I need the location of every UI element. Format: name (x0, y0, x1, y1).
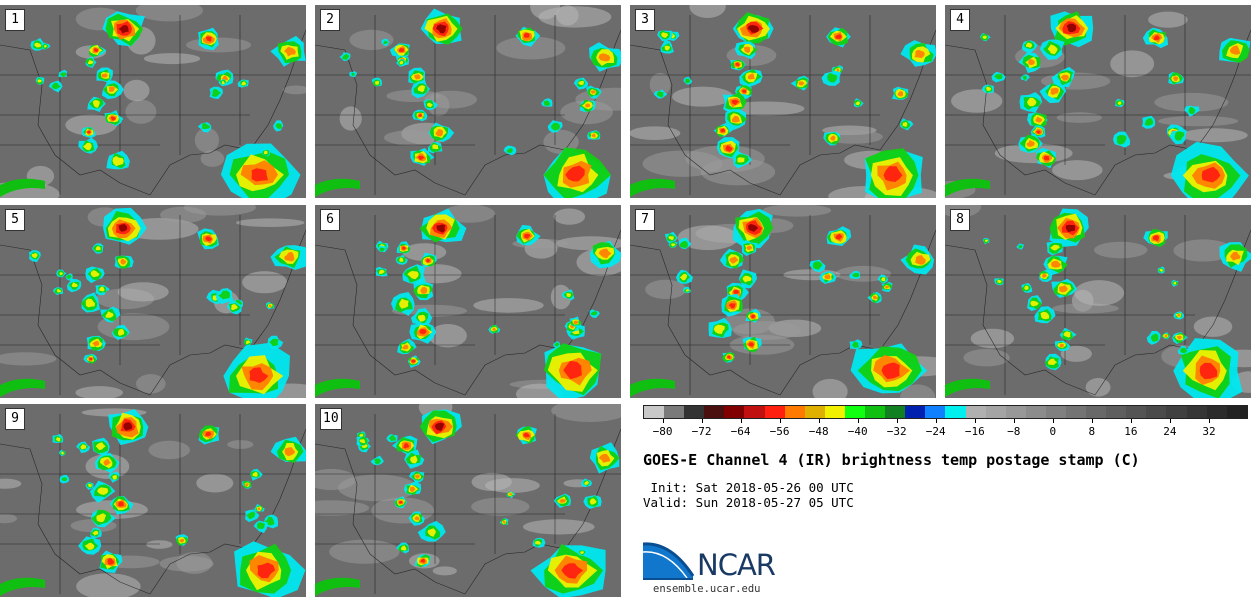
colorbar-swatch (985, 406, 1006, 418)
ensemble-member-panel: 10 (315, 404, 621, 597)
colorbar-tick-label: −80 (652, 425, 673, 438)
colorbar-tick-label: −8 (1007, 425, 1021, 438)
satellite-ir-map (630, 5, 936, 198)
satellite-ir-map (945, 5, 1251, 198)
colorbar-tick (1208, 419, 1210, 423)
colorbar-swatch (1005, 406, 1026, 418)
colorbar-tick-label: −40 (847, 425, 868, 438)
colorbar-swatch (744, 406, 765, 418)
colorbar-swatch (1126, 406, 1147, 418)
colorbar-tick (1052, 419, 1054, 423)
colorbar-swatch (905, 406, 926, 418)
colorbar-tick (974, 419, 976, 423)
colorbar-swatch (704, 406, 725, 418)
colorbar-swatch (784, 406, 805, 418)
colorbar-tick-label: −24 (925, 425, 946, 438)
colorbar-tick (1013, 419, 1015, 423)
ensemble-member-panel: 4 (945, 5, 1251, 198)
satellite-ir-map (0, 205, 306, 398)
colorbar-tick-label: −48 (808, 425, 829, 438)
colorbar-tick-label: 8 (1088, 425, 1096, 438)
colorbar-swatch (1166, 406, 1187, 418)
ncar-logo-icon (643, 542, 695, 580)
panel-number-label: 5 (5, 209, 25, 231)
panel-number-label: 4 (950, 9, 970, 31)
colorbar-tick (701, 419, 703, 423)
satellite-ir-map (0, 5, 306, 198)
colorbar-tick-label: 16 (1124, 425, 1138, 438)
colorbar-tick-label: −64 (730, 425, 751, 438)
colorbar-tick (662, 419, 664, 423)
colorbar-tick-label: 24 (1163, 425, 1177, 438)
colorbar-swatch (644, 406, 665, 418)
ensemble-member-panel: 5 (0, 205, 306, 398)
colorbar-tick-label: −72 (691, 425, 712, 438)
logo-url: ensemble.ucar.edu (653, 583, 761, 595)
panel-number-label: 10 (320, 408, 342, 430)
colorbar-swatch (965, 406, 986, 418)
colorbar-tick-label: −16 (964, 425, 985, 438)
colorbar-swatch (844, 406, 866, 418)
colorbar-swatch (764, 406, 785, 418)
init-time: Init: Sat 2018-05-26 00 UTC (643, 480, 854, 495)
satellite-ir-map (315, 5, 621, 198)
ensemble-member-panel: 9 (0, 404, 306, 597)
colorbar-swatch (1065, 406, 1087, 418)
colorbar-swatch (925, 406, 946, 418)
colorbar-swatch (1045, 406, 1066, 418)
colorbar-swatch (804, 406, 825, 418)
colorbar-tick (896, 419, 898, 423)
colorbar-swatch (1025, 406, 1046, 418)
panel-number-label: 8 (950, 209, 970, 231)
colorbar-tick (740, 419, 742, 423)
colorbar-ticks: −80 −72 −64 −56 −48 −40 −32 −24 −16 −8 0 8 16 24 32 (643, 419, 1248, 443)
ensemble-member-panel: 8 (945, 205, 1251, 398)
colorbar-swatch (684, 406, 705, 418)
colorbar-tick (779, 419, 781, 423)
colorbar-tick (818, 419, 820, 423)
colorbar-swatch (664, 406, 685, 418)
ensemble-member-panel: 3 (630, 5, 936, 198)
panel-number-label: 3 (635, 9, 655, 31)
colorbar-swatch (865, 406, 886, 418)
panel-number-label: 7 (635, 209, 655, 231)
colorbar-tick (1130, 419, 1132, 423)
valid-time: Valid: Sun 2018-05-27 05 UTC (643, 495, 854, 510)
panel-number-label: 2 (320, 9, 340, 31)
colorbar-tick (1169, 419, 1171, 423)
figure-title: GOES-E Channel 4 (IR) brightness temp po… (643, 451, 1140, 469)
colorbar-swatch (1106, 406, 1127, 418)
panel-number-label: 9 (5, 408, 25, 430)
colorbar-swatch (1086, 406, 1107, 418)
colorbar-swatch (724, 406, 745, 418)
colorbar-tick-label: 32 (1202, 425, 1216, 438)
satellite-ir-map (945, 205, 1251, 398)
panel-number-label: 1 (5, 9, 25, 31)
panel-number-label: 6 (320, 209, 340, 231)
ensemble-member-panel: 6 (315, 205, 621, 398)
colorbar-swatch (824, 406, 845, 418)
colorbar-tick-label: −32 (886, 425, 907, 438)
ensemble-member-panel: 1 (0, 5, 306, 198)
colorbar-swatch (945, 406, 966, 418)
colorbar-tick-label: 0 (1049, 425, 1057, 438)
ensemble-member-panel: 7 (630, 205, 936, 398)
colorbar-tick (1091, 419, 1093, 423)
ensemble-member-panel: 2 (315, 5, 621, 198)
satellite-ir-map (630, 205, 936, 398)
colorbar-swatch (1146, 406, 1167, 418)
colorbar-swatch (1206, 406, 1227, 418)
colorbar-swatch (885, 406, 906, 418)
satellite-ir-map (0, 404, 306, 597)
satellite-ir-map (315, 205, 621, 398)
colorbar-tick (857, 419, 859, 423)
colorbar-swatch (1186, 406, 1207, 418)
colorbar (643, 405, 1248, 419)
colorbar-swatch (1226, 406, 1247, 418)
colorbar-tick (935, 419, 937, 423)
colorbar-tick-label: −56 (769, 425, 790, 438)
satellite-ir-map (315, 404, 621, 597)
ncar-logo-text: NCAR (697, 548, 776, 582)
